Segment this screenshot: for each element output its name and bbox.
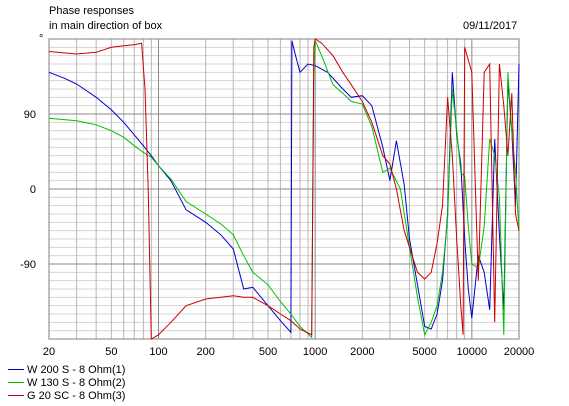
y-axis-unit-mark: ° (39, 33, 44, 45)
chart-title-line-1: Phase responses (49, 5, 134, 17)
x-tick-label: 20000 (504, 346, 535, 358)
chart-title-line-2: in main direction of box (49, 20, 163, 32)
legend-swatch (8, 395, 24, 396)
x-tick-label: 5000 (412, 346, 436, 358)
legend-label: G 20 SC - 8 Ohm(3) (27, 389, 126, 402)
legend-item: W 200 S - 8 Ohm(1) (8, 363, 125, 376)
x-tick-label: 1000 (303, 346, 327, 358)
plot-frame (48, 38, 520, 340)
legend-swatch (8, 382, 24, 383)
legend-item: G 20 SC - 8 Ohm(3) (8, 389, 125, 402)
chart-date: 09/11/2017 (463, 20, 518, 32)
x-tick-label: 500 (259, 346, 277, 358)
series-line-3 (48, 38, 520, 340)
x-tick-label: 200 (196, 346, 214, 358)
y-tick-label: 0 (30, 184, 36, 196)
x-tick-label: 50 (105, 346, 117, 358)
legend-swatch (8, 369, 24, 370)
legend-label: W 130 S - 8 Ohm(2) (27, 376, 126, 389)
legend-label: W 200 S - 8 Ohm(1) (27, 363, 126, 376)
x-tick-label: 100 (149, 346, 167, 358)
y-tick-label: -90 (20, 259, 36, 271)
y-tick-label: 90 (24, 109, 36, 121)
x-tick-label: 20 (43, 346, 55, 358)
legend-item: W 130 S - 8 Ohm(2) (8, 376, 125, 389)
x-tick-label: 10000 (457, 346, 488, 358)
x-tick-label: 2000 (350, 346, 374, 358)
